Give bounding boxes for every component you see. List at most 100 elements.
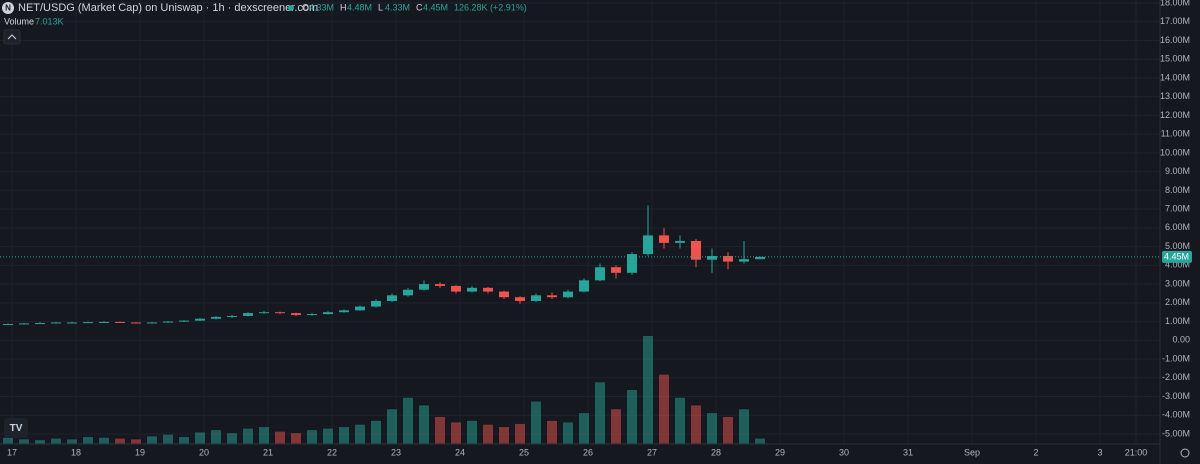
candle-body [275, 312, 285, 314]
y-tick-label: 11.00M [1161, 129, 1190, 139]
volume-bar [259, 427, 269, 444]
candle-body [323, 312, 333, 315]
candle-body [627, 254, 637, 273]
settings-icon[interactable] [1180, 448, 1190, 458]
y-tick-label: 6.00M [1165, 222, 1190, 232]
candle-body [35, 323, 45, 325]
candle-body [643, 235, 653, 255]
candle-body [611, 267, 621, 273]
ohlc-key: H [340, 2, 347, 12]
candle-body [531, 295, 541, 301]
candle-body [179, 320, 189, 322]
candle-body [99, 321, 109, 323]
candle-body [595, 267, 605, 281]
candle-body [211, 316, 221, 319]
y-tick-label: 15.00M [1160, 54, 1190, 64]
volume-bar [227, 433, 237, 444]
candle-body [259, 312, 269, 314]
volume-bar [595, 382, 605, 444]
y-tick-label: 2.00M [1165, 297, 1190, 307]
x-tick-label: 17 [7, 447, 17, 457]
y-tick-label: 4.00M [1165, 260, 1190, 270]
y-tick-label: 0.00 [1172, 335, 1190, 345]
x-tick-label: 31 [903, 447, 913, 457]
candle-body [451, 285, 461, 292]
volume-bar [755, 438, 765, 444]
ohlc-value: 4.33M [309, 2, 334, 12]
candle-body [195, 318, 205, 321]
volume-value: 7.013K [35, 16, 64, 26]
candle-body [163, 321, 173, 323]
candle-body [691, 240, 701, 260]
collapse-icon [7, 34, 17, 40]
candle-body [467, 287, 477, 292]
volume-bar [339, 427, 349, 444]
candle-body [547, 295, 557, 298]
volume-bar [147, 436, 157, 444]
ohlc-value: 4.45M [423, 2, 448, 12]
volume-bar [611, 409, 621, 444]
y-tick-label: 1.00M [1165, 316, 1190, 326]
y-tick-label: -1.00M [1162, 353, 1190, 363]
tv-logo [4, 418, 28, 438]
candle-body [755, 256, 765, 260]
last-price-tag [1162, 250, 1192, 263]
candle-body [419, 284, 429, 290]
volume-bar [627, 390, 637, 444]
status-dot [288, 5, 294, 11]
volume-bar [163, 434, 173, 444]
volume-bar [371, 420, 381, 444]
volume-bar [19, 439, 29, 444]
x-tick-label: 22 [327, 447, 337, 457]
volume-bar [355, 424, 365, 444]
volume-bar [547, 420, 557, 444]
volume-bar [515, 423, 525, 444]
volume-bar [323, 428, 333, 444]
y-tick-label: 18.00M [1160, 0, 1190, 7]
volume-bar [707, 413, 717, 444]
x-tick-label: 3 [1097, 447, 1102, 457]
chart-title: NET/USDG (Market Cap) on Uniswap · 1h · … [18, 2, 318, 14]
volume-bar [739, 409, 749, 444]
x-tick-label: Sep [964, 447, 980, 457]
y-tick-label: 14.00M [1160, 72, 1190, 82]
token-icon [2, 2, 14, 14]
y-tick-label: 3.00M [1165, 278, 1190, 288]
candle-body [371, 300, 381, 307]
y-tick-label: 17.00M [1160, 16, 1190, 26]
candle-body [307, 314, 317, 316]
x-tick-label: 21 [263, 447, 273, 457]
price-pane [0, 205, 1160, 326]
candle-body [515, 297, 525, 301]
volume-bar [99, 437, 109, 444]
candle-body [723, 255, 733, 262]
volume-bar [403, 397, 413, 444]
candle-body [659, 235, 669, 243]
volume-bar [483, 424, 493, 444]
collapse-button[interactable] [3, 29, 21, 45]
candle-body [227, 315, 237, 317]
candle-body [387, 295, 397, 301]
volume-bar [179, 437, 189, 444]
volume-bar [131, 439, 141, 444]
candle-body [83, 322, 93, 324]
candle-body [355, 306, 365, 311]
volume-bar [83, 437, 93, 444]
candle-body [563, 291, 573, 298]
ohlc-key: O [302, 2, 309, 12]
volume-bar [675, 397, 685, 444]
candle-body [499, 291, 509, 298]
volume-bar [643, 336, 653, 444]
volume-bar [35, 440, 45, 444]
volume-bar [691, 405, 701, 444]
candle-body [707, 255, 717, 260]
candle-body [339, 310, 349, 313]
y-tick-label: -5.00M [1162, 428, 1190, 438]
x-tick-label: 25 [519, 447, 529, 457]
volume-bar [467, 420, 477, 444]
volume-bar [3, 437, 13, 444]
volume-bar [659, 374, 669, 444]
candle-body [243, 313, 253, 316]
volume-bar [579, 413, 589, 444]
